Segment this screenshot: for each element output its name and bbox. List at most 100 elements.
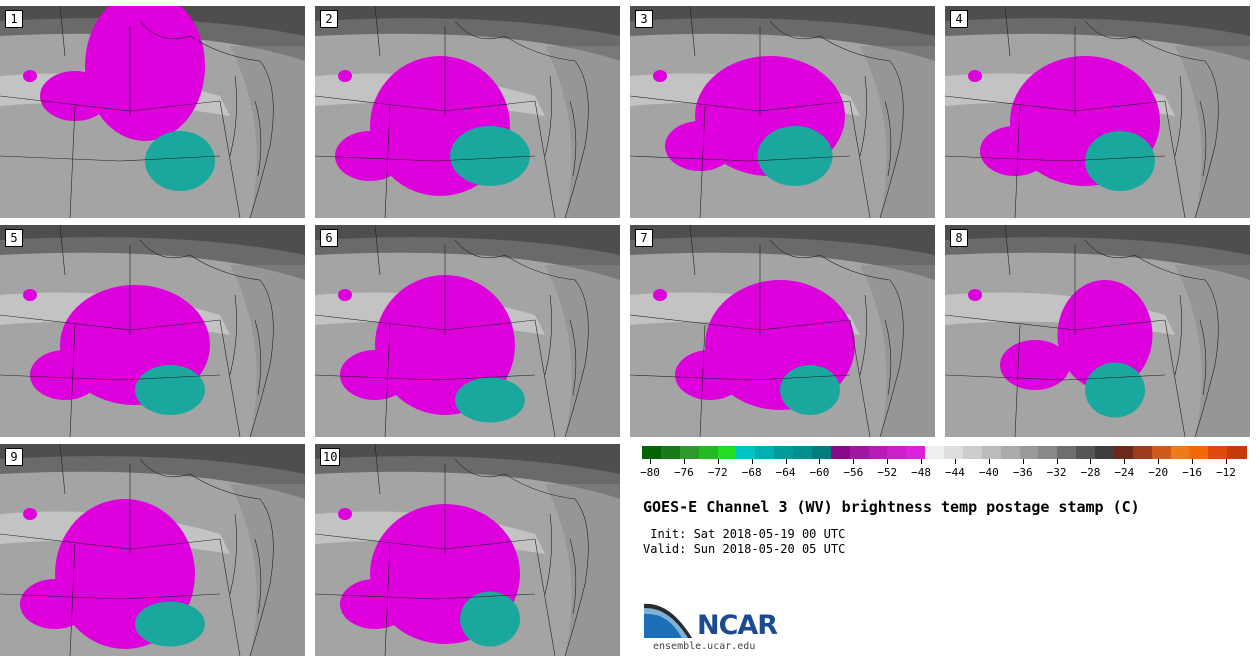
colorbar-swatch [925,446,945,459]
wv-map-10 [315,444,620,656]
colorbar-tick-label: −20 [1148,466,1169,479]
colorbar-swatch [906,446,926,459]
colorbar-swatch [1189,446,1209,459]
stamp-panel-3: 3 [630,6,935,218]
stamp-number: 7 [635,229,653,247]
colorbar-tick [1158,459,1160,464]
colorbar-swatch [1208,446,1228,459]
colorbar-tick [819,459,821,464]
stamp-panel-7: 7 [630,225,935,437]
colorbar-tick-label: −48 [911,466,931,479]
init-time: Init: Sat 2018-05-19 00 UTC [643,527,846,541]
colorbar-tick-label: −16 [1182,466,1203,479]
colorbar-swatch [1000,446,1020,459]
stamp-panel-2: 2 [315,6,620,218]
colorbar-tick-label: −60 [809,466,830,479]
colorbar-swatch [736,446,756,459]
colorbar-tick [887,459,889,464]
wv-map-6 [315,225,620,437]
colorbar-tick-label: −24 [1114,466,1135,479]
stamp-number: 8 [950,229,968,247]
stamp-panel-6: 6 [315,225,620,437]
colorbar-tick-label: −28 [1080,466,1101,479]
colorbar-swatch [774,446,794,459]
colorbar-tick-label: −76 [673,466,694,479]
colorbar-tick-label: −68 [741,466,762,479]
stamp-number: 4 [950,10,968,28]
colorbar-swatch [1227,446,1247,459]
wv-map-7 [630,225,935,437]
colorbar-swatch [660,446,681,459]
logo-url: ensemble.ucar.edu [653,641,756,652]
colorbar-tick [1124,459,1126,464]
colorbar-tick-label: −80 [640,466,660,479]
stamp-number: 5 [5,229,23,247]
stamp-number: 1 [5,10,23,28]
colorbar-swatch [793,446,813,459]
wv-map-4 [945,6,1250,218]
colorbar-swatch [1076,446,1096,459]
colorbar-tick-label: −12 [1216,466,1236,479]
colorbar-swatch [717,446,737,459]
colorbar-tick [785,459,787,464]
colorbar-tick [988,459,990,464]
colorbar-tick-label: −36 [1012,466,1033,479]
colorbar-tick-label: −40 [978,466,999,479]
stamp-number: 3 [635,10,653,28]
colorbar-tick [1022,459,1024,464]
colorbar-swatch [868,446,888,459]
colorbar-tick [1056,459,1058,464]
stamp-panel-10: 10 [315,444,620,656]
stamp-panel-1: 1 [0,6,305,218]
colorbar-swatch [981,446,1002,459]
colorbar-swatch [1057,446,1077,459]
colorbar-swatch [944,446,964,459]
stamp-panel-8: 8 [945,225,1250,437]
wv-map-5 [0,225,305,437]
colorbar-swatch [962,446,983,459]
colorbar-tick [650,459,651,464]
stamp-number: 10 [320,448,341,466]
figure-title: GOES-E Channel 3 (WV) brightness temp po… [643,498,1140,516]
colorbar-tick-label: −72 [707,466,728,479]
colorbar-swatch [830,446,851,459]
colorbar-swatch [1170,446,1190,459]
colorbar-swatch [849,446,869,459]
colorbar-tick-label: −64 [775,466,796,479]
ncar-swoosh-icon [644,603,692,638]
wv-map-9 [0,444,305,656]
wv-map-8 [945,225,1250,437]
colorbar-tick-label: −32 [1046,466,1067,479]
colorbar-swatch [698,446,718,459]
stamp-number: 6 [320,229,338,247]
stamp-panel-4: 4 [945,6,1250,218]
colorbar-swatch [887,446,907,459]
colorbar-tick [921,459,923,464]
stamp-panel-9: 9 [0,444,305,656]
colorbar-tick-label: −44 [945,466,965,479]
colorbar-tick [954,459,956,464]
stamp-number: 9 [5,448,23,466]
ncar-logo: NCAR ensemble.ucar.edu [642,598,792,656]
colorbar-tick [1090,459,1092,464]
colorbar-tick-label: −52 [877,466,898,479]
colorbar-swatch [1132,446,1153,459]
stamp-number: 2 [320,10,338,28]
colorbar-tick-label: −56 [843,466,864,479]
wv-map-2 [315,6,620,218]
colorbar-swatch [679,446,700,459]
colorbar-tick [683,459,685,464]
stamp-panel-5: 5 [0,225,305,437]
colorbar-tick [717,459,719,464]
colorbar-tick [751,459,753,464]
colorbar-swatch [642,446,662,459]
colorbar-swatch [1113,446,1134,459]
wv-map-1 [0,6,305,218]
logo-wordmark: NCAR [697,610,778,641]
colorbar-swatch [1019,446,1039,459]
colorbar-swatch [811,446,832,459]
colorbar-swatch [1038,446,1058,459]
valid-time: Valid: Sun 2018-05-20 05 UTC [643,542,846,556]
colorbar-tick [1226,459,1227,464]
wv-map-3 [630,6,935,218]
